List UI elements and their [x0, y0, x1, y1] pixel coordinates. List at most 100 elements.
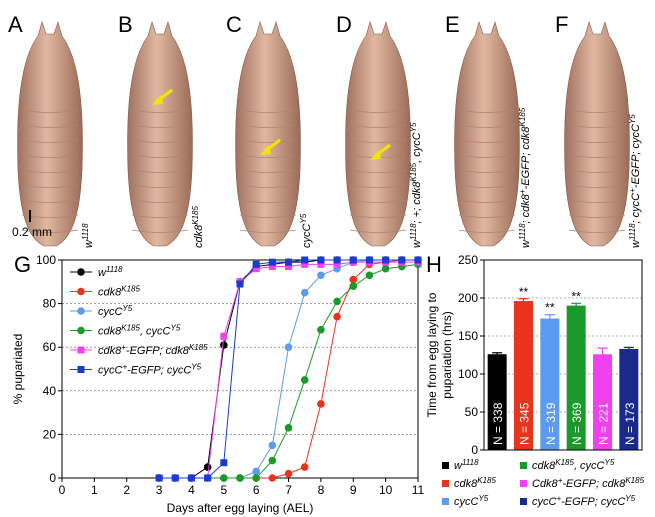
error-bar: [571, 302, 582, 308]
bar: [540, 318, 560, 450]
marker: [268, 258, 276, 266]
segment-line: [568, 154, 626, 158]
y-tick-label: 60: [43, 340, 57, 354]
legend-swatch: [520, 480, 527, 487]
y-axis-label: % pupariated: [11, 334, 25, 405]
marker: [284, 469, 293, 478]
x-tick-label: 3: [156, 483, 163, 497]
text-run: -EGFP; cycC: [127, 365, 191, 377]
marker: [333, 297, 341, 306]
superscript: K185: [409, 162, 418, 181]
legend-label: cdk8K185, cycCY5: [98, 324, 181, 338]
text-run: , cycC: [140, 326, 171, 338]
panel-letter: C: [226, 12, 242, 37]
segment-line: [568, 214, 626, 218]
x-axis-label: Days after egg laying (AEL): [167, 501, 314, 515]
pupa-photo: [345, 20, 411, 247]
genotype-label: w1118; cdk8+-EGFP; cdk8K185: [518, 107, 532, 248]
panel-letter: E: [445, 12, 460, 37]
segment-line: [458, 124, 516, 128]
segment-line: [239, 184, 297, 188]
marker: [268, 263, 276, 271]
marker: [381, 264, 390, 273]
legend-swatch: [520, 498, 527, 505]
segment-line: [239, 109, 297, 113]
superscript: Y5: [122, 304, 132, 313]
y-tick-label: 20: [43, 427, 57, 441]
text-run: w: [411, 239, 423, 248]
legend-marker: [77, 287, 85, 296]
marker: [333, 260, 341, 268]
marker: [414, 256, 422, 264]
bar: [619, 348, 639, 450]
arrow-head: [370, 150, 381, 160]
segment-line: [239, 214, 297, 218]
segment-line: [458, 199, 516, 203]
segment-line: [131, 154, 189, 158]
text-run: Cdk8: [532, 478, 559, 490]
bar-annotation: N = 369: [570, 402, 584, 445]
superscript: Y5: [299, 213, 308, 223]
legend-swatch: [442, 462, 449, 469]
superscript: 1118: [409, 223, 418, 240]
bar: [566, 305, 586, 450]
segment-line: [568, 124, 626, 128]
text-run: w: [98, 267, 107, 279]
pupa-photo: [564, 20, 630, 247]
significance-mark: **: [545, 301, 555, 315]
text-run: -EGFP; cdk8: [126, 345, 190, 357]
legend-label: w1118: [98, 265, 123, 279]
text-run: cdk8: [454, 478, 478, 490]
superscript: K185: [555, 458, 574, 467]
superscript: Y5: [628, 114, 637, 124]
marker: [203, 463, 212, 471]
panel-letter: F: [555, 12, 568, 37]
panel-letter: D: [336, 12, 352, 37]
bar-annotation: N = 338: [491, 402, 505, 445]
superscript: +: [121, 343, 126, 352]
superscript: Y5: [191, 363, 201, 372]
segment-line: [458, 184, 516, 188]
segment-line: [21, 124, 79, 128]
y-tick-label: 0: [49, 471, 56, 485]
y-tick-label: 100: [458, 367, 478, 381]
x-tick-label: 5: [220, 483, 227, 497]
superscript: K185: [121, 324, 140, 333]
text-run: ; +; cdk8: [411, 181, 423, 224]
text-run: w: [454, 460, 463, 472]
x-tick-label: 8: [318, 483, 325, 497]
bar-annotation: N = 319: [544, 402, 558, 445]
segment-line: [349, 184, 407, 188]
segment-line: [131, 229, 189, 233]
text-run: cycC: [454, 496, 479, 508]
segment-line: [239, 169, 297, 173]
y-tick-label: 250: [458, 253, 478, 267]
marker: [365, 271, 374, 280]
superscript: +: [122, 363, 127, 372]
text-run: ; cycC: [630, 193, 642, 224]
text-run: cdk8: [193, 224, 205, 248]
panel-letter: G: [14, 252, 31, 277]
marker: [333, 312, 341, 321]
marker: [317, 260, 325, 268]
superscript: Y5: [605, 458, 615, 467]
marker: [268, 441, 277, 450]
marker: [220, 459, 228, 467]
arrow-head: [152, 95, 163, 105]
panel-letter: B: [118, 12, 133, 37]
marker: [349, 275, 358, 284]
panel-letter: A: [8, 12, 23, 37]
marker: [285, 258, 293, 266]
marker: [236, 474, 244, 482]
superscript: Y5: [171, 324, 181, 333]
segment-line: [349, 229, 407, 233]
segment-line: [131, 169, 189, 173]
segment-line: [239, 199, 297, 203]
text-run: w: [83, 239, 95, 248]
legend-marker: [77, 346, 85, 354]
legend-swatch: [442, 480, 449, 487]
segment-line: [458, 109, 516, 113]
text-run: ; cdk8: [520, 193, 532, 223]
segment-line: [568, 199, 626, 203]
